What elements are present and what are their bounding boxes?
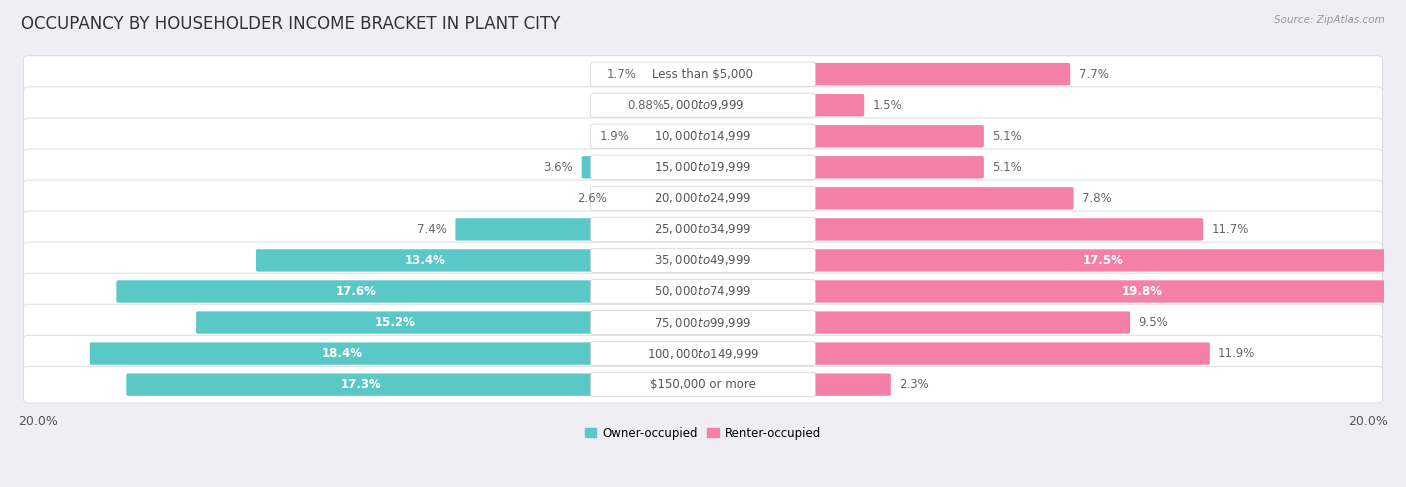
FancyBboxPatch shape	[456, 218, 595, 241]
FancyBboxPatch shape	[811, 311, 1130, 334]
FancyBboxPatch shape	[811, 374, 891, 396]
Text: 1.5%: 1.5%	[873, 99, 903, 112]
Text: OCCUPANCY BY HOUSEHOLDER INCOME BRACKET IN PLANT CITY: OCCUPANCY BY HOUSEHOLDER INCOME BRACKET …	[21, 15, 561, 33]
FancyBboxPatch shape	[645, 63, 704, 85]
FancyBboxPatch shape	[811, 218, 1204, 241]
FancyBboxPatch shape	[117, 281, 595, 302]
Text: 3.6%: 3.6%	[544, 161, 574, 174]
Text: 17.5%: 17.5%	[1083, 254, 1123, 267]
Text: $50,000 to $74,999: $50,000 to $74,999	[654, 284, 752, 299]
FancyBboxPatch shape	[127, 374, 595, 396]
Text: Less than $5,000: Less than $5,000	[652, 68, 754, 81]
Text: $100,000 to $149,999: $100,000 to $149,999	[647, 347, 759, 360]
FancyBboxPatch shape	[811, 125, 984, 148]
Text: 17.3%: 17.3%	[340, 378, 381, 391]
FancyBboxPatch shape	[24, 304, 1382, 341]
FancyBboxPatch shape	[811, 187, 1074, 209]
FancyBboxPatch shape	[24, 366, 1382, 403]
Text: 5.1%: 5.1%	[993, 130, 1022, 143]
FancyBboxPatch shape	[811, 94, 865, 116]
FancyBboxPatch shape	[811, 281, 1406, 302]
Text: 13.4%: 13.4%	[405, 254, 446, 267]
Text: $15,000 to $19,999: $15,000 to $19,999	[654, 160, 752, 174]
Text: 1.9%: 1.9%	[600, 130, 630, 143]
FancyBboxPatch shape	[591, 248, 815, 273]
FancyBboxPatch shape	[24, 180, 1382, 217]
Text: $20,000 to $24,999: $20,000 to $24,999	[654, 191, 752, 206]
FancyBboxPatch shape	[591, 341, 815, 366]
FancyBboxPatch shape	[811, 156, 984, 178]
FancyBboxPatch shape	[90, 342, 595, 365]
FancyBboxPatch shape	[591, 310, 815, 335]
Text: 15.2%: 15.2%	[375, 316, 416, 329]
FancyBboxPatch shape	[24, 56, 1382, 93]
Text: Source: ZipAtlas.com: Source: ZipAtlas.com	[1274, 15, 1385, 25]
FancyBboxPatch shape	[591, 155, 815, 179]
FancyBboxPatch shape	[24, 149, 1382, 186]
Text: 1.7%: 1.7%	[606, 68, 637, 81]
FancyBboxPatch shape	[591, 280, 815, 303]
Text: $25,000 to $34,999: $25,000 to $34,999	[654, 223, 752, 236]
FancyBboxPatch shape	[591, 373, 815, 397]
Text: $5,000 to $9,999: $5,000 to $9,999	[662, 98, 744, 112]
Text: 2.3%: 2.3%	[898, 378, 929, 391]
FancyBboxPatch shape	[24, 211, 1382, 248]
FancyBboxPatch shape	[638, 125, 704, 148]
Legend: Owner-occupied, Renter-occupied: Owner-occupied, Renter-occupied	[579, 422, 827, 445]
FancyBboxPatch shape	[811, 342, 1209, 365]
FancyBboxPatch shape	[811, 249, 1396, 272]
Text: 5.1%: 5.1%	[993, 161, 1022, 174]
FancyBboxPatch shape	[256, 249, 595, 272]
FancyBboxPatch shape	[672, 94, 704, 116]
Text: 18.4%: 18.4%	[322, 347, 363, 360]
Text: 2.6%: 2.6%	[576, 192, 606, 205]
Text: $10,000 to $14,999: $10,000 to $14,999	[654, 129, 752, 143]
Text: 7.4%: 7.4%	[418, 223, 447, 236]
FancyBboxPatch shape	[591, 124, 815, 149]
FancyBboxPatch shape	[24, 242, 1382, 279]
Text: $35,000 to $49,999: $35,000 to $49,999	[654, 253, 752, 267]
Text: 9.5%: 9.5%	[1139, 316, 1168, 329]
FancyBboxPatch shape	[24, 87, 1382, 124]
Text: 19.8%: 19.8%	[1121, 285, 1163, 298]
FancyBboxPatch shape	[614, 187, 704, 209]
FancyBboxPatch shape	[591, 62, 815, 86]
FancyBboxPatch shape	[24, 273, 1382, 310]
Text: 0.88%: 0.88%	[627, 99, 664, 112]
Text: 7.8%: 7.8%	[1081, 192, 1112, 205]
FancyBboxPatch shape	[197, 311, 595, 334]
Text: 7.7%: 7.7%	[1078, 68, 1108, 81]
FancyBboxPatch shape	[811, 63, 1070, 85]
FancyBboxPatch shape	[591, 217, 815, 242]
FancyBboxPatch shape	[591, 93, 815, 117]
Text: $150,000 or more: $150,000 or more	[650, 378, 756, 391]
FancyBboxPatch shape	[24, 118, 1382, 154]
Text: 11.9%: 11.9%	[1218, 347, 1256, 360]
Text: 11.7%: 11.7%	[1212, 223, 1249, 236]
Text: $75,000 to $99,999: $75,000 to $99,999	[654, 316, 752, 330]
FancyBboxPatch shape	[24, 335, 1382, 372]
Text: 17.6%: 17.6%	[335, 285, 377, 298]
FancyBboxPatch shape	[582, 156, 595, 178]
FancyBboxPatch shape	[591, 186, 815, 210]
